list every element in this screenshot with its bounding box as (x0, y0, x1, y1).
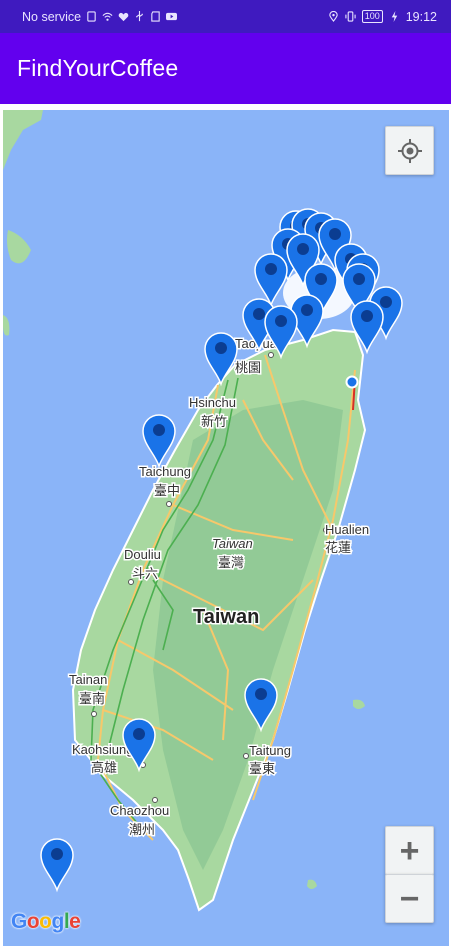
zoom-out-button[interactable]: − (385, 874, 434, 923)
zoom-controls: + − (385, 826, 434, 923)
city-dots (91, 352, 329, 803)
battery-level: 100 (364, 11, 380, 21)
map-label-douliu-zh: 斗六 (132, 566, 158, 581)
google-letter: o (26, 910, 40, 933)
google-logo: Google (11, 910, 81, 934)
clock: 19:12 (405, 9, 437, 24)
map-label-hsinchu: Hsinchu (189, 395, 236, 410)
vibrate-icon (345, 11, 356, 22)
road-network (96, 354, 356, 841)
map-label-kaohsiung-zh: 高雄 (91, 760, 117, 775)
status-bar: No service 100 19:12 (0, 0, 451, 33)
map-canvas[interactable]: Taoyuan 桃園 Hsinchu 新竹 Taichung 臺中 Hualie… (3, 110, 449, 946)
map-label-hualien: Hualien (325, 522, 369, 537)
map-label-tainan-zh: 臺南 (79, 691, 105, 706)
sd-card-icon (151, 11, 160, 22)
map-label-taitung: Taitung (249, 743, 291, 758)
google-letter: l (63, 910, 70, 933)
map-label-taitung-zh: 臺東 (249, 761, 275, 776)
map-label-taiwan-italic: Taiwan (212, 536, 253, 551)
zoom-out-icon: − (399, 879, 420, 918)
google-letter: G (11, 910, 27, 933)
orchid-island (307, 879, 317, 889)
map-label-douliu: Douliu (124, 547, 161, 562)
zoom-in-icon: + (399, 831, 420, 870)
location-icon (328, 11, 338, 22)
heart-icon (118, 12, 129, 22)
battery-icon: 100 (361, 10, 383, 23)
wifi-icon (102, 12, 113, 21)
map-label-kaohsiung: Kaohsiung (72, 742, 133, 757)
islet-west-small (3, 315, 10, 336)
highway-network (90, 377, 239, 831)
sim-icon (87, 11, 96, 22)
app-title: FindYourCoffee (17, 55, 179, 81)
map-label-hsinchu-zh: 新竹 (201, 414, 227, 429)
app-bar: FindYourCoffee (0, 33, 451, 104)
google-letter: o (39, 910, 52, 933)
map-label-taiwan-main: Taiwan (193, 606, 259, 628)
google-letter: g (51, 910, 65, 933)
islet-west (7, 230, 31, 264)
google-letter: e (69, 910, 81, 933)
map-label-taiwan-zh: 臺灣 (218, 555, 244, 570)
map-label-hualien-zh: 花蓮 (325, 540, 351, 555)
map-view[interactable]: Taoyuan 桃園 Hsinchu 新竹 Taichung 臺中 Hualie… (3, 110, 449, 946)
usb-icon (136, 11, 143, 22)
youtube-icon (166, 12, 178, 21)
map-label-taichung: Taichung (139, 464, 191, 479)
map-label-chaozhou-zh: 潮州 (129, 822, 155, 837)
charging-icon (391, 11, 397, 22)
carrier-label: No service (22, 9, 82, 24)
my-location-button[interactable] (385, 126, 434, 175)
map-label-taichung-zh: 臺中 (154, 483, 180, 498)
map-label-taoyuan-zh: 桃園 (235, 360, 261, 375)
crosshair-icon (397, 138, 422, 163)
map-label-chaozhou: Chaozhou (110, 803, 169, 818)
map-label-tainan: Tainan (69, 672, 107, 687)
zoom-in-button[interactable]: + (385, 826, 434, 875)
green-island (353, 699, 365, 709)
mainland-coast (3, 110, 43, 170)
current-location-dot (345, 375, 359, 389)
